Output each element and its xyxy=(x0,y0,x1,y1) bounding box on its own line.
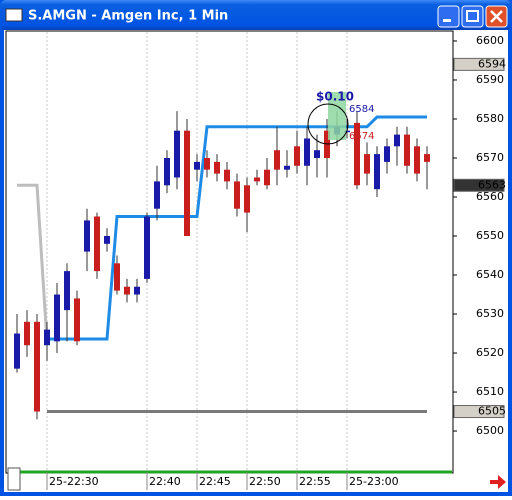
candle-body xyxy=(414,146,420,174)
candle-body xyxy=(304,138,310,166)
price-marker-box xyxy=(453,405,505,419)
candle-body xyxy=(224,169,230,182)
series-line xyxy=(47,115,427,341)
candle-body xyxy=(424,154,430,162)
candle-body xyxy=(34,321,40,412)
candle-body xyxy=(284,165,290,170)
candle-body xyxy=(244,185,250,213)
candle-body xyxy=(14,333,20,369)
candle-body xyxy=(24,321,30,346)
price-marker-label: 6563 xyxy=(478,178,506,191)
candle-body xyxy=(294,146,300,166)
y-tick-label: 6530 xyxy=(476,307,504,320)
annotation: 6574 xyxy=(349,131,374,142)
candle-body xyxy=(54,294,60,342)
candle-body xyxy=(374,154,380,190)
candle-body xyxy=(364,154,370,174)
candle-body xyxy=(274,150,280,170)
x-tick-label: 25-23:00 xyxy=(349,475,399,488)
close-button[interactable] xyxy=(485,5,508,28)
candle-body xyxy=(184,130,190,237)
candle-body xyxy=(354,122,360,186)
y-tick-label: 6540 xyxy=(476,268,504,281)
annotation: 6584 xyxy=(349,104,374,115)
y-tick-label: 6600 xyxy=(476,34,504,47)
candle-body xyxy=(114,263,120,291)
candle-body xyxy=(254,177,260,182)
minimize-button[interactable] xyxy=(437,5,460,28)
candle-body xyxy=(384,146,390,162)
candle-body xyxy=(234,181,240,209)
measure-circle xyxy=(307,103,349,145)
x-tick-label: 22:50 xyxy=(249,475,281,488)
candle-body xyxy=(144,216,150,279)
candle-body xyxy=(84,220,90,252)
candle-body xyxy=(314,150,320,158)
candle-body xyxy=(164,157,170,186)
x-tick-label: 25-22:30 xyxy=(49,475,99,488)
candle-body xyxy=(204,157,210,170)
candle-body xyxy=(94,216,100,272)
candle-body xyxy=(74,298,80,342)
annotation: $0.10 xyxy=(316,90,354,104)
app-icon xyxy=(5,8,23,22)
y-tick-label: 6570 xyxy=(476,151,504,164)
candle-body xyxy=(214,161,220,174)
window-title: S.AMGN - Amgen Inc, 1 Min xyxy=(28,9,228,24)
candle-body xyxy=(394,134,400,147)
series-line xyxy=(17,183,49,342)
y-tick-label: 6510 xyxy=(476,385,504,398)
y-tick-label: 6560 xyxy=(476,190,504,203)
x-tick-label: 22:40 xyxy=(149,475,181,488)
price-marker-label: 6594 xyxy=(478,57,506,70)
candle-body xyxy=(104,236,110,244)
y-tick-label: 6550 xyxy=(476,229,504,242)
scroll-right-arrow[interactable] xyxy=(490,475,506,489)
candle-body xyxy=(134,286,140,295)
scroll-box[interactable] xyxy=(7,467,21,491)
price-marker-label: 6505 xyxy=(478,405,506,418)
plot-area xyxy=(5,30,454,474)
y-tick-label: 6500 xyxy=(476,424,504,437)
y-tick-label: 6520 xyxy=(476,346,504,359)
y-tick-label: 6590 xyxy=(476,73,504,86)
candle-body xyxy=(264,169,270,186)
candle-body xyxy=(194,161,200,170)
candle-body xyxy=(44,329,50,346)
maximize-button[interactable] xyxy=(461,5,484,28)
title-bar xyxy=(0,0,512,30)
x-tick-label: 22:55 xyxy=(299,475,331,488)
candle-body xyxy=(124,286,130,295)
x-tick-label: 22:45 xyxy=(199,475,231,488)
candle-body xyxy=(174,130,180,178)
candle-body xyxy=(64,271,70,311)
y-tick-label: 6580 xyxy=(476,112,504,125)
candle-body xyxy=(404,134,410,166)
price-marker-box xyxy=(453,57,505,71)
price-marker-box xyxy=(453,178,505,192)
candle-body xyxy=(154,181,160,209)
